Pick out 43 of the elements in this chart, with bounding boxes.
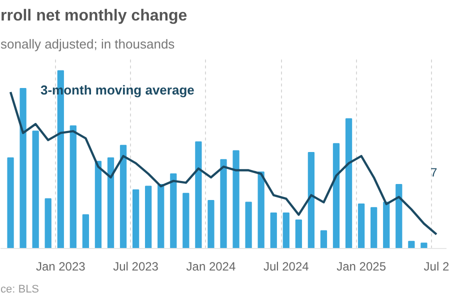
bar	[44, 198, 52, 248]
bar	[182, 192, 190, 248]
bar	[158, 184, 164, 248]
chart-subtitle: sonally adjusted; in thousands	[0, 36, 176, 52]
chart-title: rroll net monthly change	[0, 8, 188, 24]
bar	[408, 240, 415, 248]
bar	[383, 202, 390, 248]
bar	[295, 220, 302, 248]
bar	[107, 157, 114, 248]
bar	[270, 212, 277, 248]
bar	[245, 202, 252, 248]
text: ce: BLS	[0, 284, 40, 296]
bar	[195, 141, 202, 248]
bar	[70, 125, 76, 248]
bar	[232, 150, 240, 248]
bar	[320, 230, 328, 248]
bar	[345, 118, 352, 248]
bar	[220, 159, 227, 248]
x-tick-label: Jul 2	[424, 260, 450, 274]
x-tick-label: Jan 2023	[36, 260, 86, 274]
x-tick-label: Jul 2024	[263, 260, 310, 274]
bar	[208, 200, 214, 248]
x-tick-label: Jan 2024	[186, 260, 236, 274]
x-tick-label: Jul 2023	[113, 260, 159, 274]
bar	[32, 130, 39, 248]
bar	[370, 207, 378, 248]
bar	[258, 172, 264, 248]
bar	[282, 212, 290, 248]
x-tick-label: Jan 2025	[336, 260, 386, 274]
bar	[420, 242, 428, 248]
bar	[396, 184, 402, 248]
bar	[132, 189, 140, 248]
bar	[170, 173, 177, 248]
annotation: 7	[430, 166, 438, 180]
bar	[82, 214, 90, 248]
bar	[20, 88, 26, 248]
bar	[145, 186, 152, 248]
bar	[94, 160, 102, 248]
bar	[358, 204, 365, 248]
bar	[120, 144, 127, 248]
bar	[332, 143, 340, 248]
bar	[308, 152, 315, 248]
bar	[7, 157, 14, 248]
